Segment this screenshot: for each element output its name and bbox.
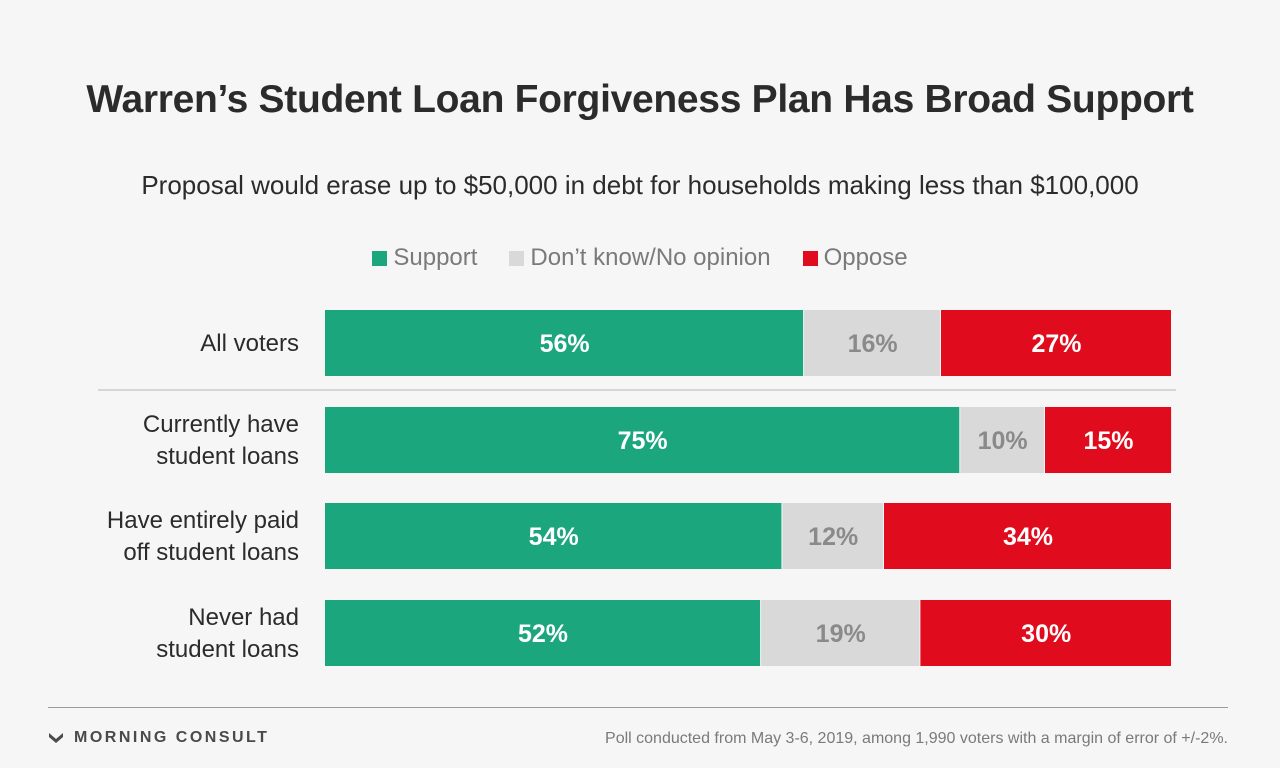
bar-support-never-had-student-loans	[325, 600, 761, 666]
footer-divider	[48, 707, 1228, 708]
bar-support-currently-have-student-loans	[325, 407, 960, 473]
bar-don-t-know-no-opinion-currently-have-student-loans	[960, 407, 1044, 473]
morning-consult-logo: MORNING CONSULT	[48, 729, 269, 747]
data-label-support-never-had-student-loans: 52%	[518, 620, 568, 648]
category-label-never-had-student-loans: Never had student loans	[156, 604, 299, 663]
bar-oppose-currently-have-student-loans	[1045, 407, 1172, 473]
data-label-support-all-voters: 56%	[540, 330, 590, 358]
category-label-all-voters: All voters	[200, 330, 299, 357]
data-label-support-have-entirely-paid-off-student-loans: 54%	[529, 523, 579, 551]
bar-oppose-have-entirely-paid-off-student-loans	[884, 503, 1171, 569]
legend-item-support: Support	[372, 244, 477, 272]
data-label-don-t-know-no-opinion-all-voters: 16%	[848, 330, 898, 358]
bar-oppose-never-had-student-loans	[920, 600, 1171, 666]
bar-don-t-know-no-opinion-never-had-student-loans	[761, 600, 920, 666]
logo-text: MORNING CONSULT	[74, 729, 270, 746]
data-label-oppose-have-entirely-paid-off-student-loans: 34%	[1003, 523, 1053, 551]
bar-support-all-voters	[325, 310, 804, 376]
chart-subtitle: Proposal would erase up to $50,000 in de…	[141, 170, 1139, 200]
legend-label-support: Support	[393, 244, 478, 271]
category-label-currently-have-student-loans: Currently have student loans	[143, 411, 299, 470]
legend-label-no-opinion: Don’t know/No opinion	[530, 244, 771, 271]
bar-don-t-know-no-opinion-have-entirely-paid-off-student-loans	[782, 503, 883, 569]
bar-oppose-all-voters	[941, 310, 1171, 376]
category-label-have-entirely-paid-off-student-loans: Have entirely paid off student loans	[107, 507, 299, 566]
legend-swatch-support	[372, 250, 388, 266]
data-label-oppose-never-had-student-loans: 30%	[1021, 620, 1071, 648]
chart-title: Warren’s Student Loan Forgiveness Plan H…	[86, 78, 1194, 121]
legend-label-oppose: Oppose	[823, 244, 908, 271]
stacked-bar-chart: All voters 56% 16% 27% Currently have student…	[98, 310, 1176, 666]
data-label-oppose-all-voters: 27%	[1031, 330, 1081, 358]
bar-support-have-entirely-paid-off-student-loans	[325, 503, 782, 569]
legend: Support Don’t know/No opinion Oppose	[0, 244, 1280, 272]
bar-don-t-know-no-opinion-all-voters	[804, 310, 940, 376]
legend-swatch-no-opinion	[509, 250, 525, 266]
data-label-oppose-currently-have-student-loans: 15%	[1083, 427, 1133, 455]
legend-item-no-opinion: Don’t know/No opinion	[509, 244, 771, 272]
morning-consult-chevron-icon	[49, 733, 63, 743]
data-label-don-t-know-no-opinion-never-had-student-loans: 19%	[816, 620, 866, 648]
footnote: Poll conducted from May 3-6, 2019, among…	[605, 730, 1228, 747]
data-label-support-currently-have-student-loans: 75%	[618, 427, 668, 455]
data-label-don-t-know-no-opinion-currently-have-student-loans: 10%	[978, 427, 1028, 455]
data-label-don-t-know-no-opinion-have-entirely-paid-off-student-loans: 12%	[808, 523, 858, 551]
legend-swatch-oppose	[802, 250, 818, 266]
legend-item-oppose: Oppose	[802, 244, 908, 272]
